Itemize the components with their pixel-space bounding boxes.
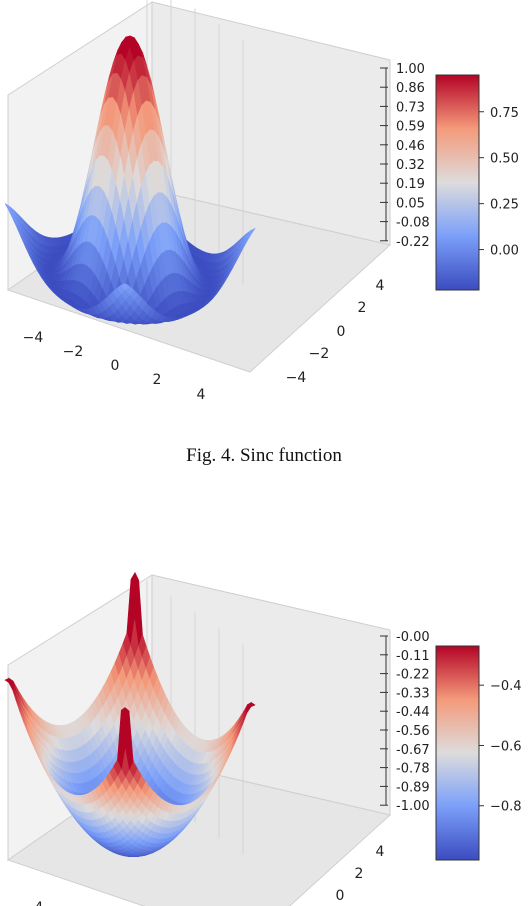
y-axis-ticks: 420 −2−4 xyxy=(286,278,385,386)
z-tick-label: -0.22 xyxy=(396,235,430,250)
z-tick-label: -0.00 xyxy=(396,630,430,645)
z-tick-label: -0.89 xyxy=(396,780,430,795)
colorbar-tick-label: 0.25 xyxy=(490,198,519,213)
y-tick-label: −2 xyxy=(309,346,330,362)
surface-patch xyxy=(120,707,130,747)
z-tick-label: 0.86 xyxy=(396,81,425,96)
z-tick-label: 0.05 xyxy=(396,196,425,211)
y-tick-label: 2 xyxy=(358,300,367,316)
x-axis-ticks: −4 −2 0 2 4 xyxy=(23,330,206,403)
z-axis-ticks: -0.00 -0.11 -0.22 -0.33 -0.44 -0.56 -0.67 -0.78… xyxy=(380,630,430,814)
z-tick-label: -0.08 xyxy=(396,216,430,231)
colorbar-ticks: 0.75 0.50 0.25 0.00 xyxy=(479,106,519,259)
x-tick-label: 2 xyxy=(153,372,162,388)
y-tick-label: 0 xyxy=(337,324,346,340)
z-tick-label: 0.59 xyxy=(396,120,425,135)
colorbar-bar xyxy=(435,645,480,861)
colorbar: −0.4 −0.6 −0.8 xyxy=(435,645,522,861)
y-tick-label: 4 xyxy=(376,278,385,294)
z-tick-label: 0.19 xyxy=(396,177,425,192)
colorbar-bar xyxy=(435,74,480,291)
y-tick-label: 4 xyxy=(376,844,385,860)
z-tick-label: 0.73 xyxy=(396,100,425,115)
z-axis-ticks: 1.00 0.86 0.73 0.59 0.46 0.32 0.19 0.05 -0.08 -0.… xyxy=(380,62,430,250)
x-axis-ticks: −4 xyxy=(23,900,44,906)
z-tick-label: -0.33 xyxy=(396,686,430,701)
surface xyxy=(4,35,256,325)
x-tick-label: −4 xyxy=(23,900,44,906)
colorbar: 0.75 0.50 0.25 0.00 xyxy=(435,74,519,291)
z-tick-label: 0.32 xyxy=(396,158,425,173)
z-tick-label: -0.11 xyxy=(396,649,430,664)
z-tick-label: -0.44 xyxy=(396,705,430,720)
z-tick-label: -1.00 xyxy=(396,799,430,814)
y-tick-label: 0 xyxy=(336,888,345,904)
colorbar-tick-label: 0.75 xyxy=(490,106,519,121)
x-tick-label: −2 xyxy=(63,344,84,360)
spiked-bowl-surface-plot: -0.00 -0.11 -0.22 -0.33 -0.44 -0.56 -0.67 -0.78… xyxy=(4,571,522,906)
z-tick-label: -0.22 xyxy=(396,668,430,683)
x-tick-label: 0 xyxy=(111,358,120,374)
colorbar-tick-label: 0.00 xyxy=(490,244,519,259)
colorbar-tick-label: −0.6 xyxy=(490,739,522,754)
z-tick-label: -0.56 xyxy=(396,724,430,739)
x-tick-label: 4 xyxy=(197,387,206,403)
z-tick-label: -0.67 xyxy=(396,743,430,758)
z-tick-label: 0.46 xyxy=(396,139,425,154)
colorbar-tick-label: 0.50 xyxy=(490,152,519,167)
axis-panes xyxy=(6,0,392,373)
colorbar-tick-label: −0.8 xyxy=(490,800,522,815)
y-tick-label: 2 xyxy=(355,866,364,882)
colorbar-tick-label: −0.4 xyxy=(490,679,522,694)
z-tick-label: -0.78 xyxy=(396,762,430,777)
surface-patch xyxy=(120,283,130,290)
x-tick-label: −4 xyxy=(23,330,44,346)
colorbar-ticks: −0.4 −0.6 −0.8 xyxy=(479,679,522,815)
y-axis-ticks: 420 xyxy=(336,844,385,904)
surface xyxy=(4,571,256,858)
z-tick-label: 1.00 xyxy=(396,62,425,77)
sinc-surface-plot: 1.00 0.86 0.73 0.59 0.46 0.32 0.19 0.05 -0.08 -0.… xyxy=(4,0,519,403)
y-tick-label: −4 xyxy=(286,370,307,386)
figure-caption: Fig. 4. Sinc function xyxy=(186,445,342,466)
